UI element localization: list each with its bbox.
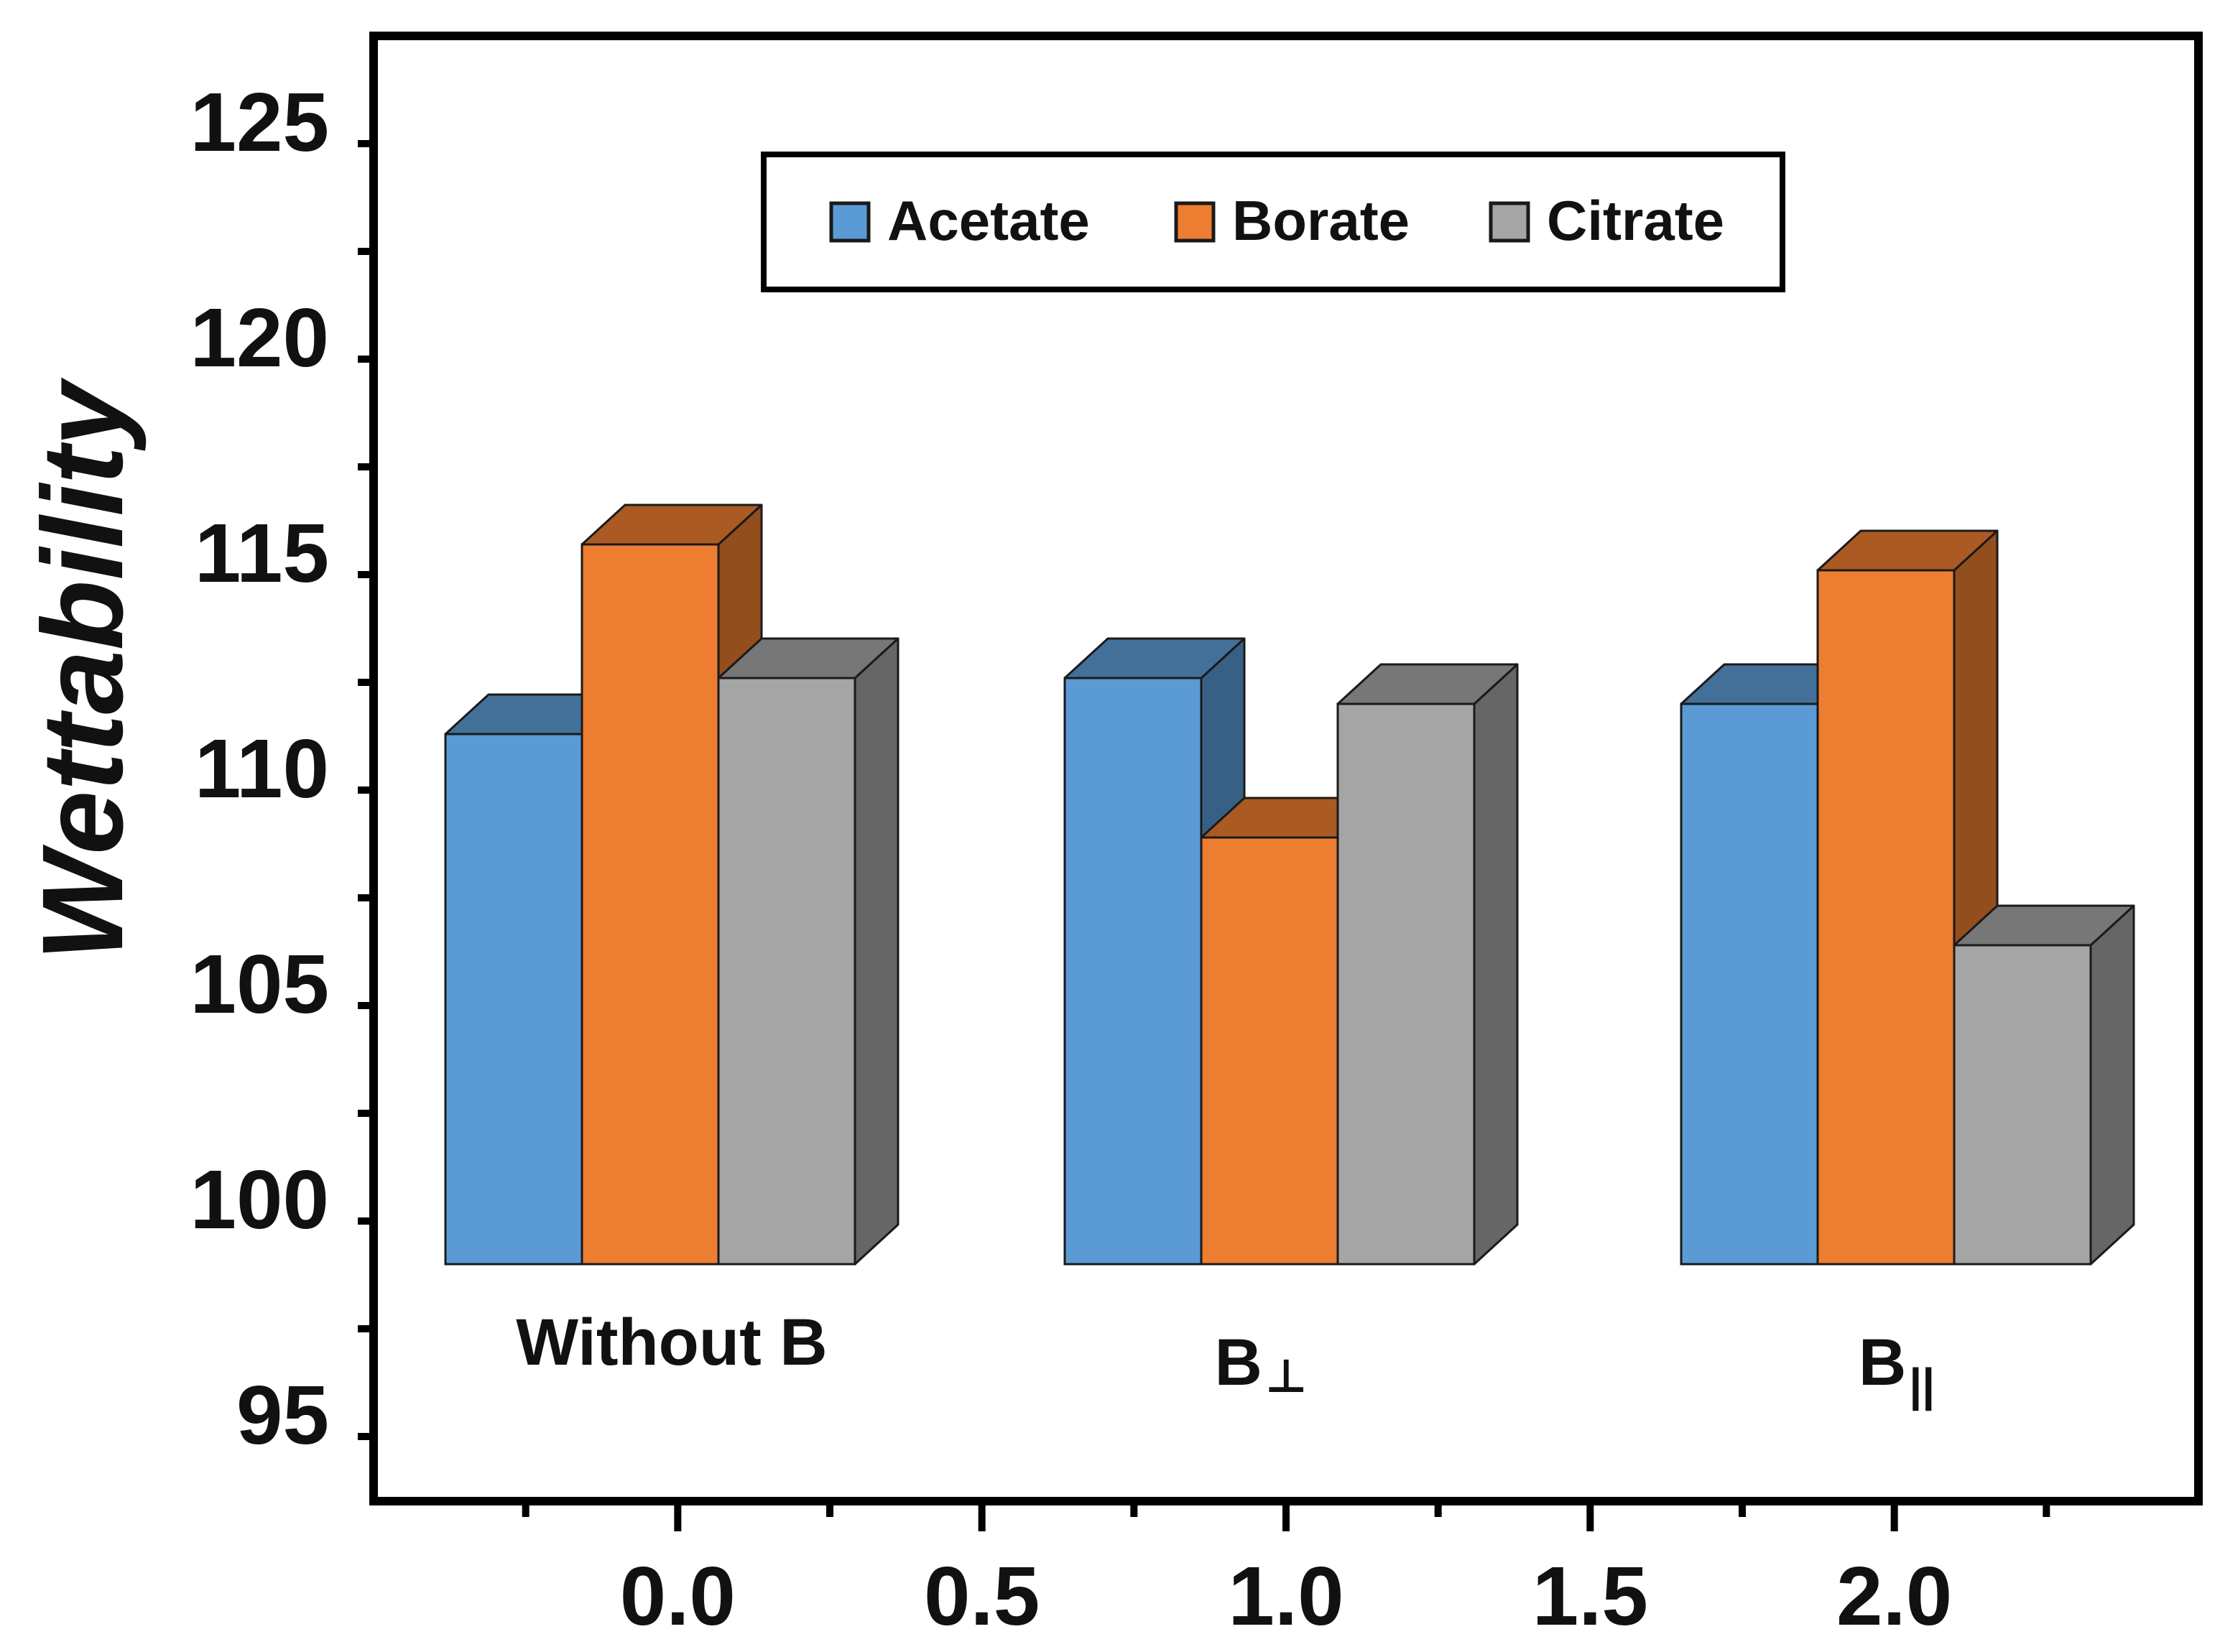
x-tick-label: 2.0 xyxy=(1836,1549,1952,1643)
axes-layer xyxy=(358,32,2203,1531)
x-tick-label: 1.0 xyxy=(1228,1549,1343,1643)
labels-layer: 95 100 105 110 115 120 125 0.0 0.5 1.0 1.5 2.0 Wetta… xyxy=(18,75,1952,1643)
legend-label-citrate: Citrate xyxy=(1547,189,1724,252)
bar-citrate-3-side xyxy=(2089,904,2135,1266)
y-tick-label: 105 xyxy=(190,937,329,1031)
bar-borate-2 xyxy=(1200,836,1339,1266)
bar-borate-3 xyxy=(1816,569,1956,1266)
legend-label-acetate: Acetate xyxy=(887,189,1090,252)
y-tick-label: 100 xyxy=(190,1153,329,1246)
group-label-main: Without B xyxy=(516,1306,827,1379)
group-label-subscript: || xyxy=(1909,1359,1935,1411)
bar-citrate-1-side xyxy=(854,637,899,1266)
bar-citrate-3 xyxy=(1953,944,2092,1266)
legend-swatch-acetate xyxy=(829,201,871,243)
legend-label-borate: Borate xyxy=(1232,189,1410,252)
bar-citrate-2 xyxy=(1336,702,1476,1266)
bar-acetate-2 xyxy=(1063,677,1203,1266)
y-tick-label: 110 xyxy=(195,722,329,815)
group-label-3: B|| xyxy=(1859,1326,1935,1411)
bars-layer xyxy=(444,504,2135,1266)
legend-box xyxy=(761,152,1785,292)
y-axis-label: Wettability xyxy=(18,377,147,961)
group-label-subscript: ⊥ xyxy=(1265,1350,1308,1402)
group-label-main: B xyxy=(1215,1326,1262,1399)
group-label-1: Without B xyxy=(516,1306,827,1379)
bar-borate-1 xyxy=(581,543,720,1266)
x-tick-label: 0.5 xyxy=(924,1549,1040,1643)
bar-citrate-2-side xyxy=(1473,663,1519,1266)
bar-citrate-1 xyxy=(717,677,856,1266)
bar-acetate-3 xyxy=(1680,702,1819,1266)
group-label-2: B⊥ xyxy=(1215,1326,1308,1402)
group-label-main: B xyxy=(1859,1326,1906,1399)
x-tick-label: 0.0 xyxy=(620,1549,736,1643)
y-tick-label: 115 xyxy=(195,506,329,600)
y-tick-label: 120 xyxy=(190,291,329,384)
legend-swatch-citrate xyxy=(1489,201,1530,243)
legend: Acetate Borate Citrate xyxy=(761,152,1785,292)
x-tick-label: 1.5 xyxy=(1532,1549,1648,1643)
y-tick-label: 95 xyxy=(236,1368,329,1462)
bar-acetate-1 xyxy=(444,733,583,1266)
legend-swatch-borate xyxy=(1174,201,1216,243)
y-tick-label: 125 xyxy=(190,75,329,169)
